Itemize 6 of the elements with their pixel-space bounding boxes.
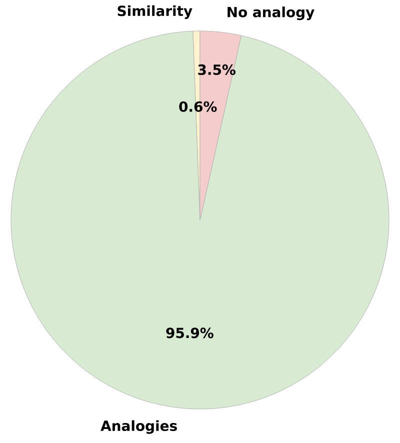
data-label: 0.6%	[179, 101, 217, 112]
slice-label: Similarity	[118, 5, 192, 19]
slice-label: No analogy	[228, 6, 314, 20]
slice-label: Analogies	[100, 420, 177, 434]
data-label: 3.5%	[198, 64, 236, 75]
data-label: 95.9%	[166, 328, 214, 338]
